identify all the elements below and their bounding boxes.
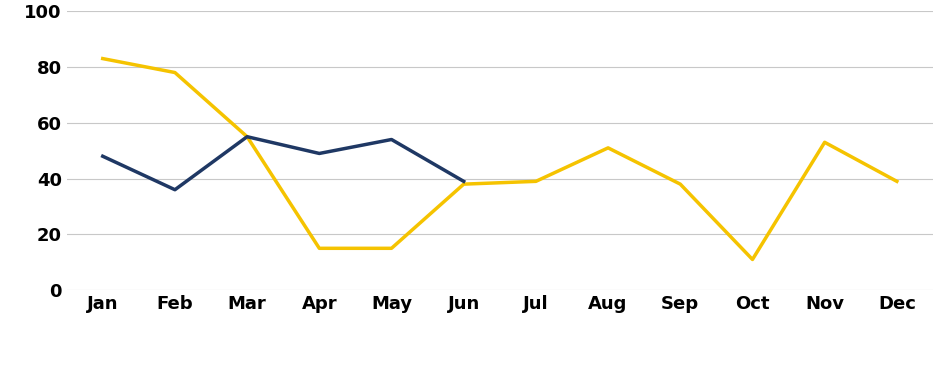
- Legend: 2020, 2021: 2020, 2021: [388, 366, 611, 372]
